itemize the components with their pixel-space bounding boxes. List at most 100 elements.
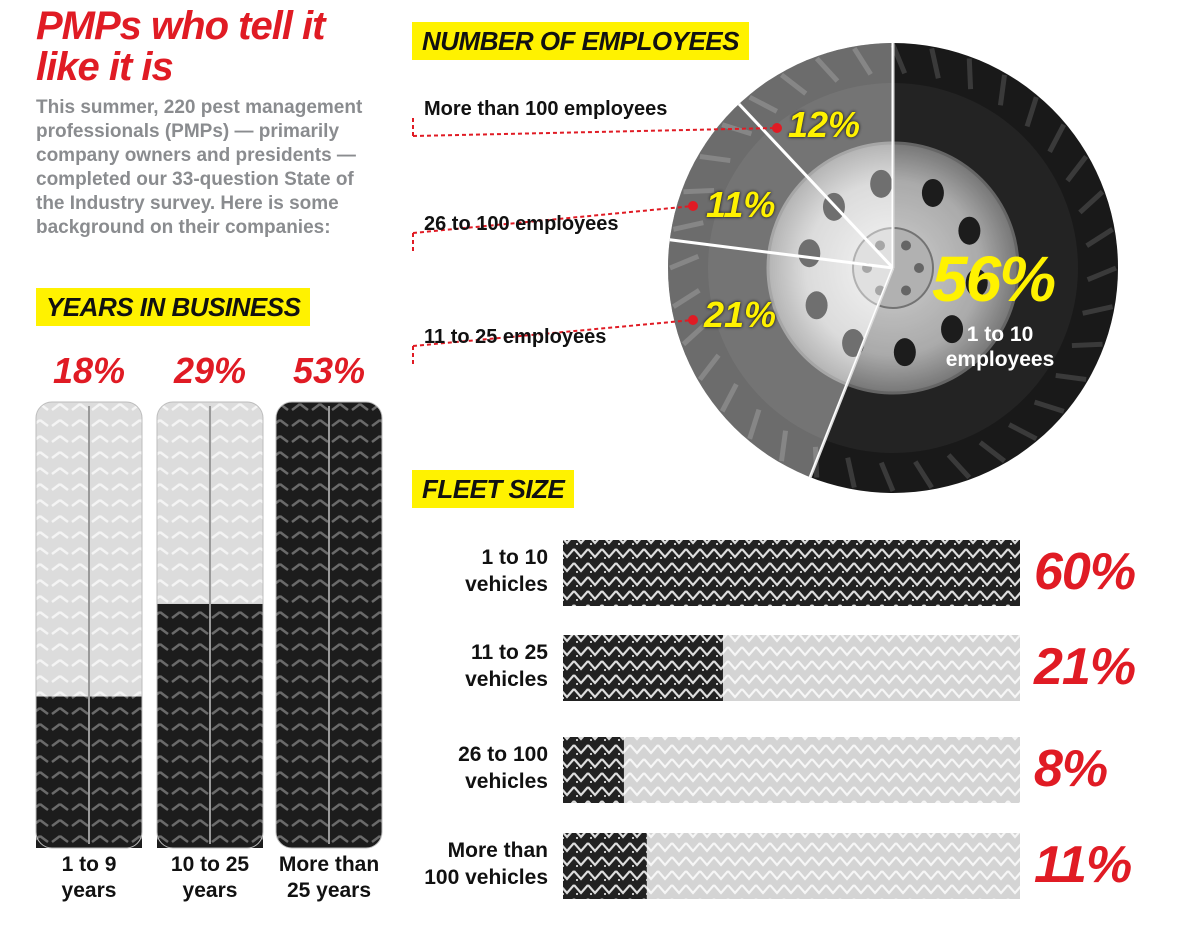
fleet-label-3-b: 100 vehicles bbox=[424, 866, 548, 889]
tire-lug bbox=[929, 47, 941, 79]
rim-hole bbox=[893, 338, 916, 367]
years-label-0-b: years bbox=[61, 879, 117, 902]
emp-pct-0: 12% bbox=[788, 104, 861, 145]
emp-callout-line-1 bbox=[412, 205, 694, 234]
rim-hole bbox=[941, 315, 964, 344]
tire-outline-0 bbox=[35, 401, 143, 849]
tire-outline-2 bbox=[275, 401, 383, 849]
fleet-pct-3: 11% bbox=[1034, 836, 1132, 894]
years-label-2-b: 25 years bbox=[286, 879, 372, 902]
tire-lug bbox=[747, 408, 762, 440]
fleet-size-title: FLEET SIZE bbox=[412, 470, 575, 508]
fleet-pct-2: 8% bbox=[1034, 740, 1108, 798]
tire-lug bbox=[672, 220, 704, 232]
fleet-label-1-a: 11 to 25 bbox=[470, 641, 548, 664]
tire-lug bbox=[878, 461, 896, 492]
rim-hole bbox=[870, 169, 893, 198]
fleet-bar-3 bbox=[563, 833, 647, 899]
fleet-label-0-b: vehicles bbox=[465, 573, 548, 596]
tire-lug bbox=[1086, 265, 1117, 283]
fleet-track-2 bbox=[563, 737, 1020, 803]
tire-lug bbox=[1047, 123, 1067, 153]
emp-callout-dot-0 bbox=[772, 123, 782, 133]
tire-lug bbox=[779, 72, 808, 96]
rim-hole bbox=[958, 216, 981, 245]
page-title: PMPs who tell it like it is bbox=[36, 4, 325, 89]
fleet-label-0-a: 1 to 10 bbox=[481, 546, 548, 569]
tire-lug bbox=[1024, 96, 1039, 128]
emp-callout-dot-2 bbox=[688, 315, 698, 325]
emp-label-0: More than 100 employees bbox=[424, 98, 668, 120]
tire-lug bbox=[681, 321, 708, 347]
years-pct-2: 53% bbox=[292, 350, 366, 391]
fleet-pct-0: 60% bbox=[1034, 543, 1136, 601]
emp-pct-2: 21% bbox=[704, 294, 777, 335]
tire-lug bbox=[852, 47, 873, 76]
pie-divider-1 bbox=[737, 102, 895, 270]
pie-slice-0 bbox=[738, 43, 893, 268]
fleet-label-1-b: vehicles bbox=[465, 668, 548, 691]
tire-lug bbox=[913, 460, 934, 489]
tire-lug bbox=[779, 430, 789, 462]
emp-pct-1: 11% bbox=[706, 184, 776, 225]
rim-hole bbox=[965, 268, 988, 297]
emp-label-3: 1 to 10 employees bbox=[945, 323, 1055, 371]
emp-callout-dot-1 bbox=[688, 201, 698, 211]
tire-lug bbox=[699, 154, 731, 164]
tire-lug bbox=[997, 74, 1007, 106]
years-label-2-a: More than bbox=[278, 853, 380, 876]
pie-slice-3 bbox=[810, 43, 1118, 493]
tire-lug bbox=[1085, 227, 1114, 248]
tire-lug bbox=[1071, 341, 1103, 349]
fleet-bar-0 bbox=[563, 540, 1020, 606]
fleet-pct-1: 21% bbox=[1034, 638, 1136, 696]
tire-lug bbox=[978, 440, 1007, 464]
rim-hole bbox=[798, 239, 821, 268]
fleet-label-2-b: vehicles bbox=[465, 770, 548, 793]
lug-nut bbox=[875, 240, 885, 251]
emp-callout-line-0 bbox=[412, 127, 778, 137]
rim-hole bbox=[805, 291, 828, 320]
years-label-1-b: years bbox=[182, 879, 238, 902]
years-pct-0: 18% bbox=[52, 350, 126, 391]
tire-lug bbox=[1055, 372, 1087, 382]
lug-nut bbox=[914, 263, 924, 273]
pie-divider-2 bbox=[669, 238, 894, 270]
fleet-bar-2 bbox=[563, 737, 624, 803]
tire-outline-1 bbox=[156, 401, 264, 849]
intro-text: This summer, 220 pest management profess… bbox=[36, 97, 363, 238]
pie-slice-1 bbox=[669, 103, 893, 268]
tire-lug bbox=[697, 353, 721, 382]
fleet-bar-1 bbox=[563, 635, 723, 701]
emp-label-2: 11 to 25 employees bbox=[424, 326, 607, 348]
tire-lug bbox=[1008, 422, 1038, 442]
tire-lug bbox=[966, 58, 974, 90]
number-of-employees-title: NUMBER OF EMPLOYEES bbox=[412, 22, 749, 60]
pie-slice-2 bbox=[668, 239, 893, 478]
tire-lug bbox=[814, 56, 840, 83]
lug-nut bbox=[901, 285, 911, 296]
rim-hole bbox=[842, 329, 865, 358]
tire-lug bbox=[683, 187, 715, 195]
tire-lug bbox=[672, 288, 701, 309]
tire-lug bbox=[1033, 399, 1065, 414]
tire-lug bbox=[669, 253, 700, 271]
tire-lug bbox=[748, 94, 778, 114]
fleet-label-2-a: 26 to 100 bbox=[458, 743, 548, 766]
rim-hole bbox=[921, 178, 944, 207]
fleet-label-3-a: More than bbox=[447, 839, 548, 862]
tire-lug bbox=[719, 383, 739, 413]
years-label-0-a: 1 to 9 bbox=[61, 853, 117, 876]
years-pct-1: 29% bbox=[173, 350, 247, 391]
tire-lug bbox=[946, 453, 972, 480]
years-label-1-a: 10 to 25 bbox=[170, 853, 250, 876]
emp-callout-line-2 bbox=[412, 319, 694, 347]
emp-pct-3: 56% bbox=[932, 243, 1056, 315]
years-in-business-title: YEARS IN BUSINESS bbox=[36, 288, 311, 326]
tire-lug bbox=[1065, 154, 1089, 183]
pie-divider-3 bbox=[808, 267, 895, 478]
tire-lug bbox=[890, 44, 908, 75]
tire-lug bbox=[1078, 189, 1105, 215]
lug-nut bbox=[901, 240, 911, 251]
